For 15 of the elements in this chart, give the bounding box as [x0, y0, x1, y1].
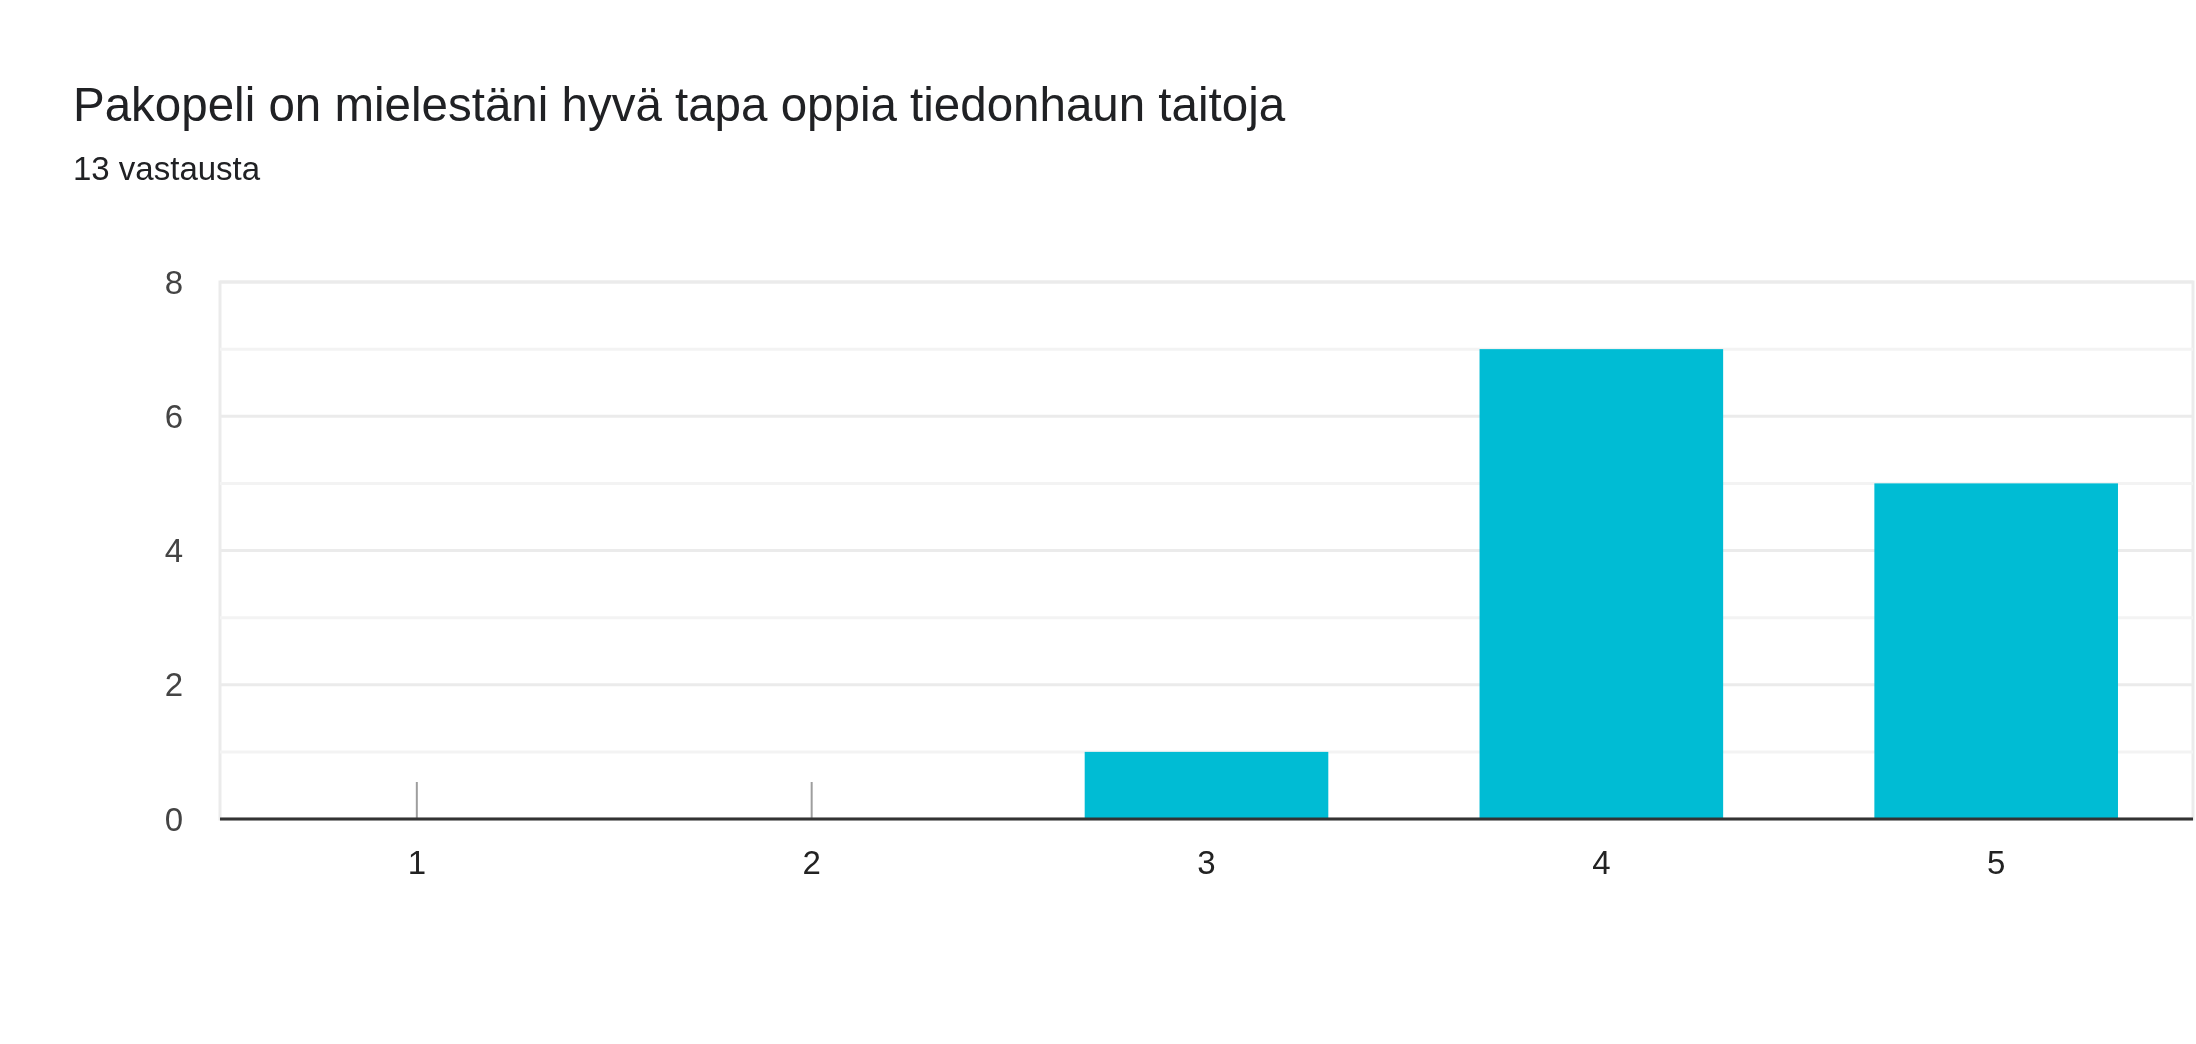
- y-tick-label: 0: [164, 800, 183, 838]
- bar: [1084, 751, 1329, 819]
- x-tick-label: 3: [1197, 844, 1216, 881]
- x-tick-label: 1: [407, 844, 427, 881]
- x-tick-label: 2: [802, 844, 821, 881]
- y-tick-label: 6: [164, 397, 183, 435]
- x-tick-label: 5: [1986, 844, 2006, 881]
- y-tick-label: 8: [164, 263, 183, 301]
- chart-title: Pakopeli on mielestäni hyvä tapa oppia tiedonhaun taitoja: [73, 78, 1286, 131]
- y-tick-label: 2: [164, 666, 183, 704]
- bar: [1874, 483, 2118, 819]
- chart-subtitle: 13 vastausta: [73, 150, 261, 187]
- x-tick-label: 4: [1592, 844, 1611, 881]
- bar: [1479, 349, 1724, 819]
- y-tick-label: 4: [164, 532, 183, 570]
